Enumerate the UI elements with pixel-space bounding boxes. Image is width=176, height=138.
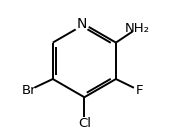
- Text: Cl: Cl: [78, 117, 91, 130]
- Text: Br: Br: [22, 84, 36, 97]
- Text: NH₂: NH₂: [125, 22, 150, 34]
- Text: N: N: [76, 17, 87, 31]
- Text: F: F: [136, 84, 143, 97]
